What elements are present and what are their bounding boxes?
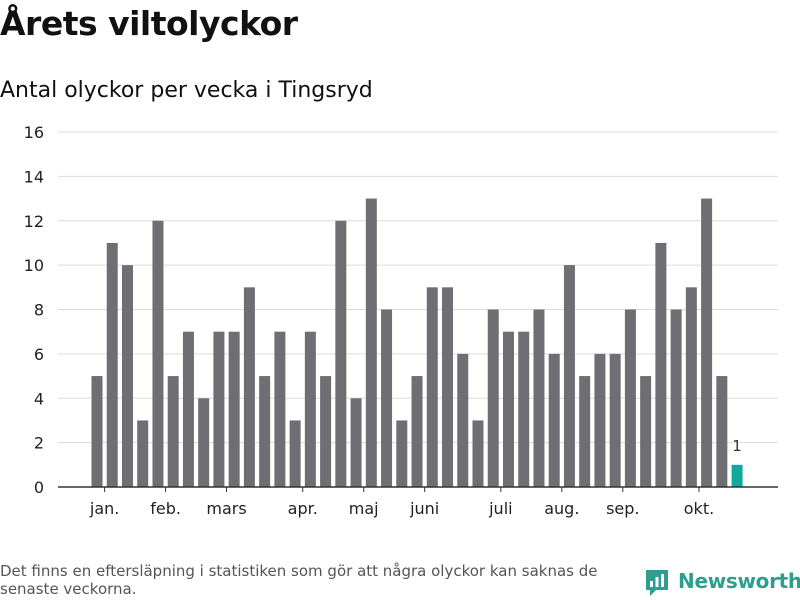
bars	[91, 198, 743, 488]
bar	[594, 353, 606, 488]
bar	[228, 331, 240, 487]
bar	[640, 376, 652, 487]
y-tick-label: 4	[34, 389, 44, 408]
bar	[106, 242, 118, 487]
bar	[365, 198, 377, 487]
x-tick-label: mars	[206, 499, 246, 518]
bar	[121, 265, 133, 488]
x-tick-label: maj	[349, 499, 379, 518]
bar	[624, 309, 636, 487]
bar	[381, 309, 393, 487]
bar	[320, 376, 332, 487]
newsworthy-logo[interactable]: Newsworthy	[644, 568, 800, 600]
y-tick-label: 2	[34, 434, 44, 453]
brand-name: Newsworthy	[678, 569, 800, 593]
y-tick-label: 8	[34, 301, 44, 320]
bar	[213, 331, 225, 487]
bar	[243, 287, 255, 487]
bar	[289, 420, 301, 487]
bar	[396, 420, 408, 487]
bar	[533, 309, 545, 487]
bar	[259, 376, 271, 487]
bar	[502, 331, 514, 487]
bar	[198, 398, 210, 487]
data-labels: 1	[732, 437, 742, 455]
bar	[655, 242, 667, 487]
bar	[716, 376, 728, 487]
bar	[701, 198, 713, 487]
bar	[609, 353, 621, 488]
x-tick-label: sep.	[606, 499, 639, 518]
bar	[442, 287, 454, 487]
x-tick-label: feb.	[150, 499, 181, 518]
y-tick-label: 14	[24, 167, 44, 186]
data-label: 1	[732, 437, 742, 455]
bar	[548, 353, 560, 488]
y-tick-label: 12	[24, 212, 44, 231]
footnote: Det finns en eftersläpning i statistiken…	[0, 562, 598, 598]
bar	[167, 376, 179, 487]
bar	[487, 309, 499, 487]
y-tick-label: 16	[24, 123, 44, 142]
newsworthy-logo-icon	[646, 570, 668, 596]
chart-subtitle: Antal olyckor per vecka i Tingsryd	[0, 78, 373, 103]
x-tick-label: juli	[488, 499, 512, 518]
x-tick-label: apr.	[288, 499, 318, 518]
y-tick-label: 10	[24, 256, 44, 275]
bar	[350, 398, 362, 487]
x-tick-label: juni	[409, 499, 439, 518]
x-axis: jan. feb. mars apr. maj juni juli aug. sep. okt.	[58, 486, 778, 518]
bar	[182, 331, 194, 487]
bar	[426, 287, 438, 487]
bar	[670, 309, 682, 487]
bar	[137, 420, 149, 487]
y-axis-ticks: 0 2 4 6 8 10 12 14 16	[24, 123, 44, 497]
bar	[274, 331, 286, 487]
bar	[91, 376, 103, 487]
x-tick-label: aug.	[544, 499, 579, 518]
bar	[152, 220, 164, 487]
chart-title: Årets viltolyckor	[0, 4, 298, 43]
y-tick-label: 6	[34, 345, 44, 364]
bar	[579, 376, 591, 487]
bar	[563, 265, 575, 488]
bar	[457, 353, 469, 488]
x-tick-label: okt.	[684, 499, 714, 518]
bar-current-week	[731, 464, 743, 487]
x-tick-label: jan.	[89, 499, 119, 518]
bar	[472, 420, 484, 487]
bar	[685, 287, 697, 487]
bar	[518, 331, 530, 487]
bar	[335, 220, 347, 487]
y-tick-label: 0	[34, 478, 44, 497]
bar-chart: 0 2 4 6 8 10 12 14 16 jan. feb. mars apr. maj juni jul…	[24, 123, 778, 518]
bar	[411, 376, 423, 487]
bar	[304, 331, 316, 487]
